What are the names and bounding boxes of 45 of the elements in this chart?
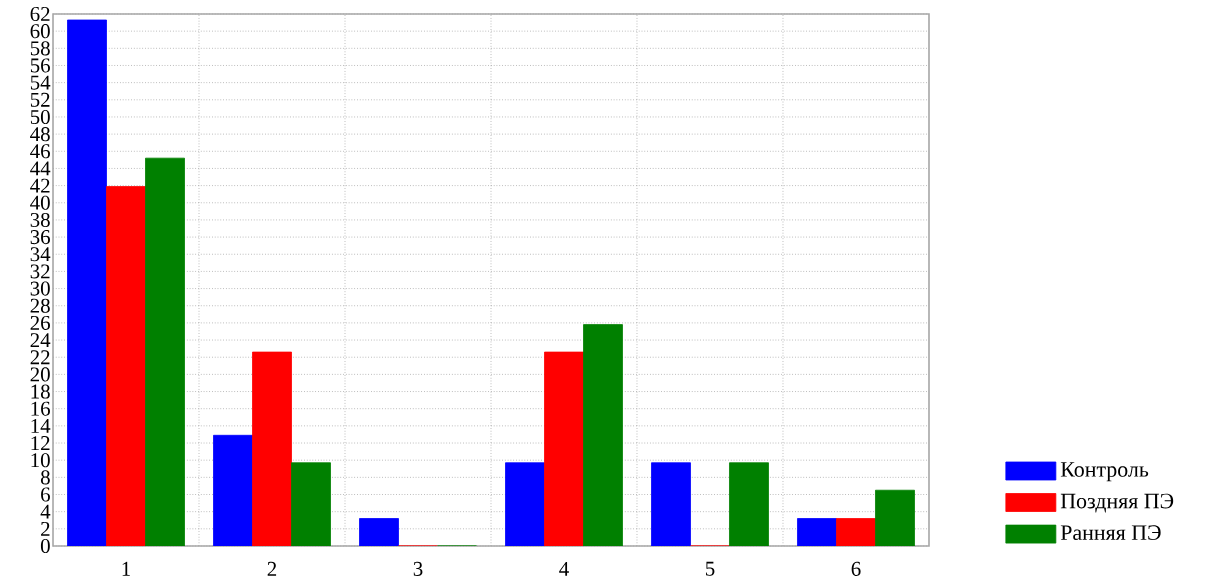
y-tick-label: 18 (31, 384, 50, 399)
y-tick-label: 14 (31, 419, 51, 433)
y-tick-label: 34 (30, 247, 51, 262)
x-tick-label: 5 (705, 561, 715, 576)
y-tick-label: 0 (40, 538, 50, 554)
y-tick-label: 32 (30, 264, 50, 279)
y-tick-label: 36 (30, 230, 50, 245)
y-tick-label: 44 (30, 161, 51, 176)
y-tick-label: 54 (30, 75, 51, 90)
y-tick-label: 30 (30, 281, 50, 296)
y-tick-label: 6 (41, 487, 50, 502)
y-tick-label: 26 (30, 315, 50, 330)
y-tick-label: 16 (31, 401, 50, 416)
x-tick-label: 2 (267, 561, 277, 576)
legend-label: Поздняя ПЭ (1060, 493, 1174, 513)
y-tick-label: 52 (30, 92, 50, 107)
y-tick-label: 56 (30, 58, 50, 73)
bar (544, 351, 584, 547)
x-tick-label: 4 (559, 561, 569, 576)
x-tick-label: 1 (122, 561, 130, 576)
y-tick-label: 4 (40, 504, 51, 519)
y-tick-label: 60 (30, 24, 50, 39)
y-tick-label: 12 (31, 436, 50, 450)
y-tick-label: 42 (30, 178, 50, 193)
y-tick-label: 38 (30, 212, 50, 228)
y-tick-label: 22 (30, 350, 50, 365)
y-tick-label: 2 (41, 521, 50, 536)
x-tick-label: 6 (851, 561, 861, 576)
y-tick-label: 28 (30, 298, 50, 313)
y-tick-label: 62 (30, 7, 50, 22)
x-tick-label: 3 (413, 561, 423, 576)
y-tick-label: 46 (30, 144, 50, 159)
y-tick-label: 58 (30, 41, 50, 56)
y-tick-label: 10 (31, 453, 50, 468)
bar (106, 186, 146, 547)
y-tick-label: 20 (30, 367, 50, 382)
y-tick-label: 50 (30, 109, 50, 125)
bar (836, 518, 876, 547)
y-tick-label: 40 (30, 195, 50, 210)
bar (252, 351, 292, 547)
y-tick-label: 48 (30, 127, 50, 142)
legend-label: Ранняя ПЭ (1060, 525, 1161, 541)
y-tick-label: 8 (40, 470, 50, 485)
legend-label: Контроль (1060, 462, 1149, 482)
y-tick-label: 24 (30, 333, 51, 348)
